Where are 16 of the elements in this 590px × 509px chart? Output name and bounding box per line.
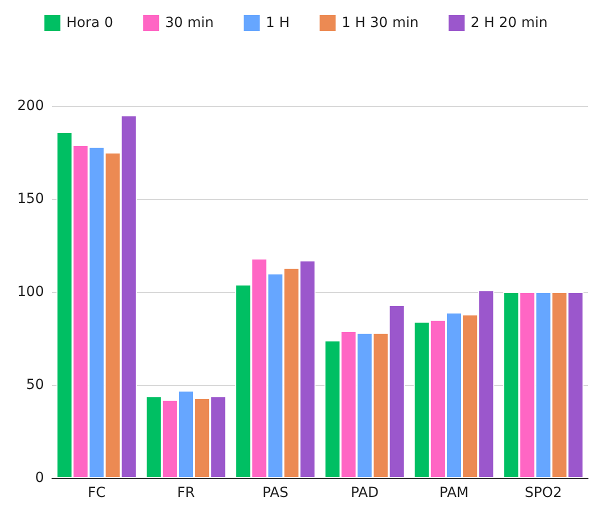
legend-label: 1 H [266,15,290,31]
x-tick-label: SPO2 [524,485,562,501]
x-tick-label: FR [177,485,196,501]
legend-label: 1 H 30 min [342,15,419,31]
y-tick-label: 150 [17,191,44,207]
y-tick-label: 50 [26,377,44,393]
x-tick-label: FC [88,485,106,501]
y-tick-label: 0 [35,470,44,486]
x-tick-label: PAD [350,485,379,501]
legend-label: 30 min [165,15,214,31]
y-tick-label: 200 [17,98,44,114]
legend-label: Hora 0 [66,15,114,31]
x-tick-label: PAS [262,485,288,501]
x-tick-label: PAM [439,485,469,501]
y-tick-label: 100 [17,284,44,300]
legend-label: 2 H 20 min [470,15,548,31]
